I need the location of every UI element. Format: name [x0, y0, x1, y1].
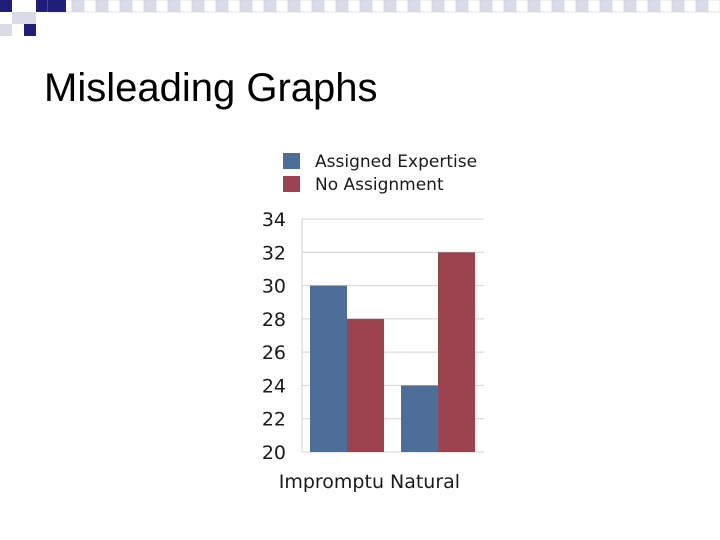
y-tick-label-20: 20: [262, 442, 286, 464]
deco-square-4: [0, 24, 12, 36]
bar-natural-assigned-expertise: [401, 385, 438, 452]
x-tick-label-natural: Natural: [390, 471, 460, 493]
y-axis: 34 32 30 28 26 24 22 20: [262, 209, 286, 464]
chart-bars: [310, 252, 475, 452]
y-tick-label-26: 26: [262, 342, 286, 364]
title-decoration: [0, 0, 720, 36]
bar-natural-no-assignment: [438, 252, 475, 452]
legend-swatch-0: [283, 153, 300, 169]
legend-label-1: No Assignment: [315, 175, 444, 195]
deco-square-0: [0, 0, 12, 12]
legend-swatch-1: [283, 176, 300, 192]
x-tick-label-impromptu: Impromptu: [279, 471, 384, 493]
y-tick-label-32: 32: [262, 242, 286, 264]
bar-impromptu-assigned-expertise: [310, 285, 347, 452]
deco-square-5: [24, 24, 36, 36]
legend-label-0: Assigned Expertise: [315, 152, 477, 172]
deco-square-1: [36, 0, 48, 12]
y-tick-label-34: 34: [262, 209, 286, 231]
y-tick-label-22: 22: [262, 409, 286, 431]
y-tick-label-30: 30: [262, 276, 286, 298]
y-tick-label-28: 28: [262, 309, 286, 331]
deco-square-2: [12, 12, 24, 24]
bar-impromptu-no-assignment: [347, 318, 384, 452]
deco-lead-block: [48, 0, 66, 12]
x-axis: Impromptu Natural: [279, 471, 460, 493]
slide-title: Misleading Graphs: [44, 66, 378, 110]
y-tick-label-24: 24: [262, 375, 286, 397]
deco-square-3: [24, 12, 36, 24]
chart-legend: Assigned Expertise No Assignment: [283, 152, 477, 195]
deco-cell-55: [707, 0, 720, 13]
